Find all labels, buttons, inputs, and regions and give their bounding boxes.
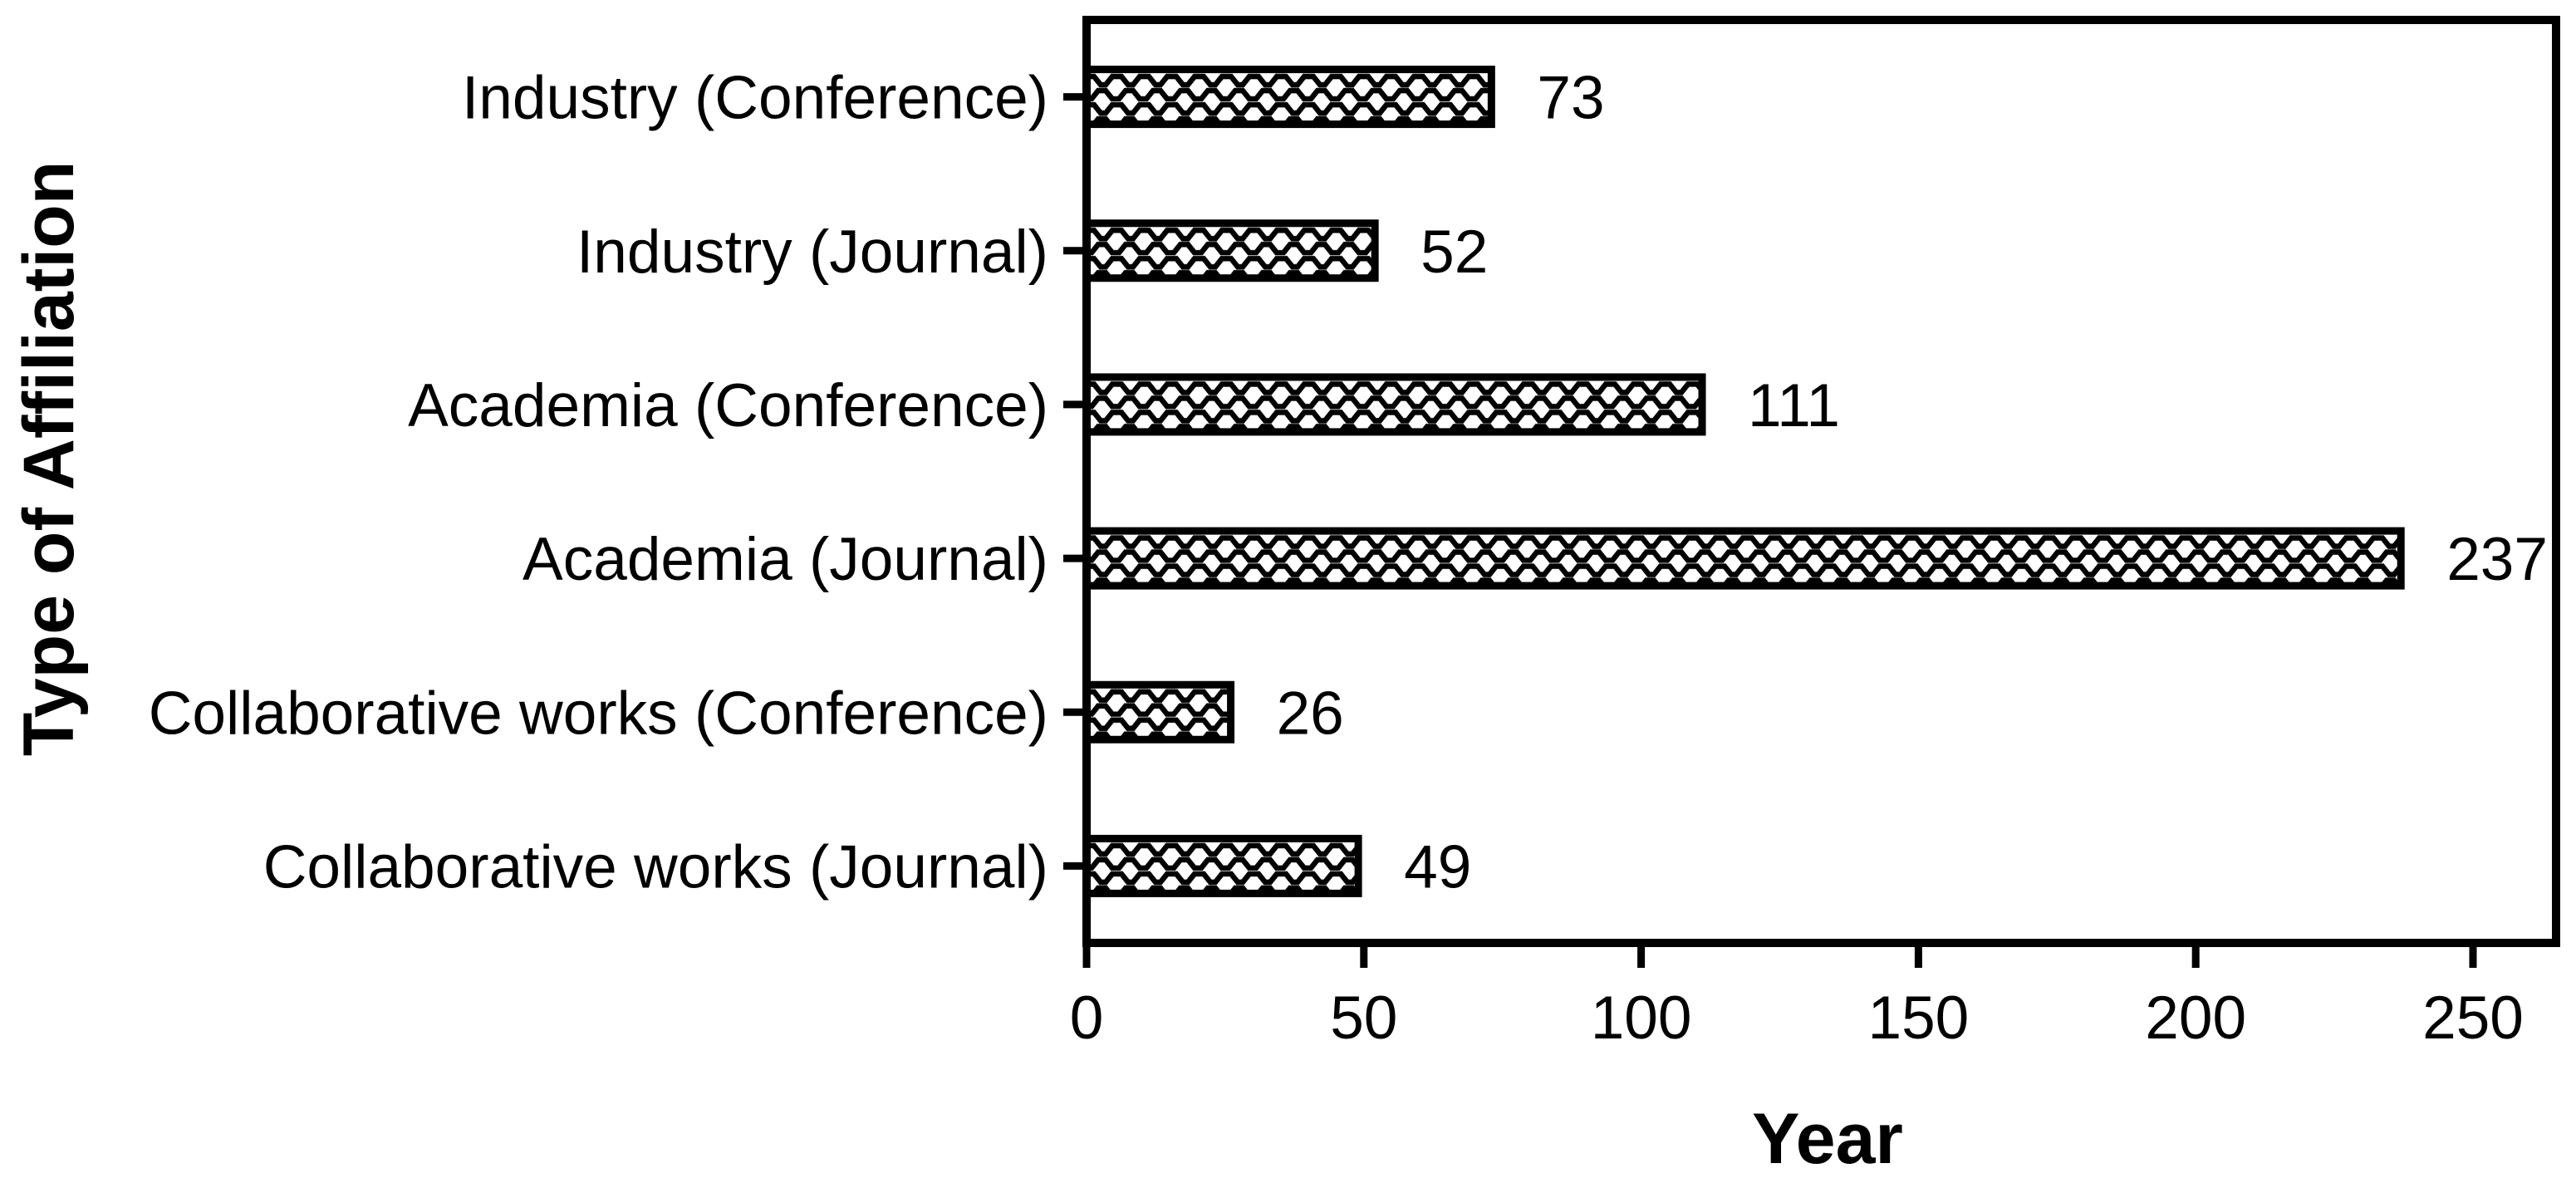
plot-frame <box>1082 16 2560 947</box>
x-tick-label-3: 150 <box>1867 984 1969 1052</box>
value-label-2: 111 <box>1748 372 1840 439</box>
bars-group <box>1082 66 2405 897</box>
bar-5 <box>1082 834 1362 897</box>
x-axis-title: Year <box>1752 1099 1903 1179</box>
category-label-3: Academia (Journal) <box>523 526 1048 593</box>
value-label-4: 26 <box>1277 680 1344 747</box>
value-label-1: 52 <box>1420 218 1488 286</box>
x-axis-ticks <box>1082 943 2477 968</box>
value-label-5: 49 <box>1404 833 1471 901</box>
value-label-0: 73 <box>1537 65 1604 132</box>
x-tick-label-1: 50 <box>1330 984 1397 1052</box>
y-axis-title: Type of Affiliation <box>9 161 89 757</box>
category-label-2: Academia (Conference) <box>408 372 1048 439</box>
x-tick-label-0: 0 <box>1070 984 1104 1052</box>
bar-0 <box>1082 66 1495 129</box>
bar-1 <box>1082 219 1379 282</box>
bar-2 <box>1082 373 1706 436</box>
y-axis-ticks <box>1063 93 1087 870</box>
x-tick-label-4: 200 <box>2145 984 2246 1052</box>
value-labels: 73 52 111 237 26 49 <box>1277 65 2548 901</box>
category-label-4: Collaborative works (Conference) <box>149 680 1048 747</box>
bar-3 <box>1082 527 2405 590</box>
category-label-0: Industry (Conference) <box>462 65 1048 132</box>
x-tick-label-2: 100 <box>1591 984 1692 1052</box>
x-axis-tick-labels: 0 50 100 150 200 250 <box>1070 984 2524 1052</box>
bar-4 <box>1082 680 1235 744</box>
x-tick-label-5: 250 <box>2422 984 2524 1052</box>
category-label-1: Industry (Journal) <box>577 218 1048 286</box>
category-labels: Industry (Conference) Industry (Journal) A… <box>149 65 1048 901</box>
category-label-5: Collaborative works (Journal) <box>263 833 1048 901</box>
value-label-3: 237 <box>2446 526 2548 593</box>
